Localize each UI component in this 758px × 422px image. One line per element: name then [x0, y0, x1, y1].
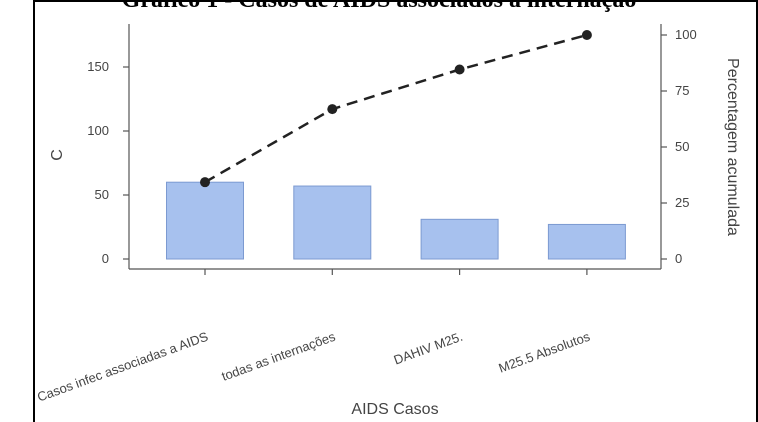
right-ticks-group: 0 25 50 75 100: [661, 27, 697, 266]
bar: [547, 223, 626, 260]
left-ticks-group: 0 50 100 150: [87, 59, 129, 266]
cumulative-point: [581, 30, 592, 40]
frame-border-left: [33, 0, 35, 422]
bar: [166, 181, 244, 260]
x-tick-label: M25.5 Absolutos: [496, 329, 592, 376]
frame-border-right: [756, 0, 758, 422]
x-tick-label: Casos infec associadas a AIDS: [35, 329, 210, 405]
y2-tick-label: 100: [675, 27, 697, 42]
bars-group: [166, 181, 626, 260]
x-tick-label: DAHIV M25.: [392, 329, 465, 368]
cumulative-point: [327, 104, 338, 115]
frame-border-top: [33, 0, 758, 2]
cumulative-point: [454, 64, 465, 75]
x-axis-title: AIDS Casos: [351, 401, 438, 418]
y-tick-label: 100: [87, 123, 109, 138]
y-tick-label: 150: [87, 59, 109, 74]
y2-tick-label: 25: [675, 195, 689, 210]
x-ticks-group: Casos infec associadas a AIDS todas as in…: [35, 269, 592, 405]
y-tick-label: 50: [95, 187, 109, 202]
cumulative-points-group: [200, 30, 592, 188]
bar: [293, 185, 372, 260]
y2-axis-title: Percentagem acumulada: [724, 58, 741, 236]
y-axis-title: C: [49, 149, 66, 161]
chart-title: Gráfico 1 - Casos de AIDS associados a i…: [121, 0, 637, 13]
cumulative-line: [204, 33, 588, 184]
y2-tick-label: 0: [675, 251, 682, 266]
y2-tick-label: 50: [675, 139, 689, 154]
x-tick-label: todas as internações: [219, 329, 337, 384]
y2-tick-label: 75: [675, 83, 689, 98]
bar: [420, 218, 499, 260]
y-tick-label: 0: [102, 251, 109, 266]
cumulative-point: [200, 177, 210, 188]
